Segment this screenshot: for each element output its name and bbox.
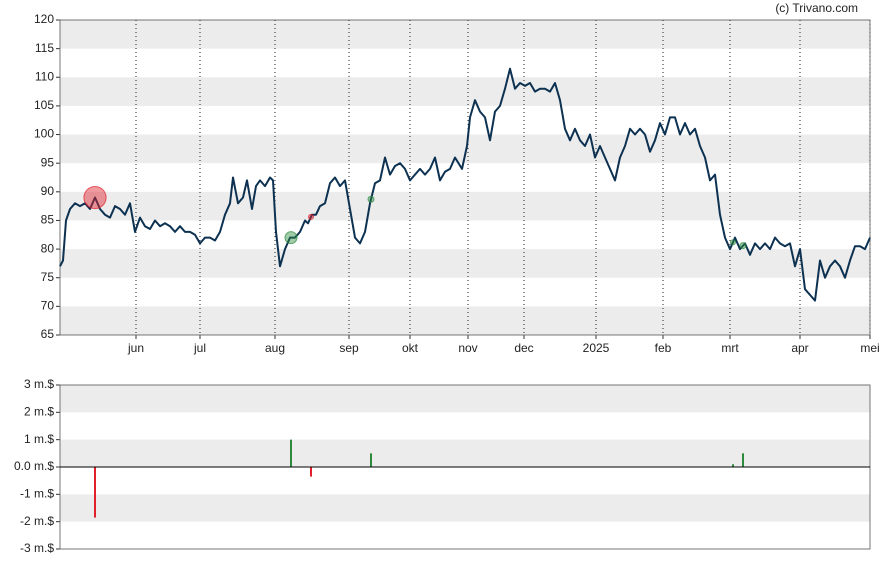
transaction-marker xyxy=(308,213,314,220)
grid-band xyxy=(60,249,870,278)
y-tick-label: 100 xyxy=(34,127,54,141)
plot-background xyxy=(60,20,870,335)
transaction-marker xyxy=(730,239,736,246)
x-tick-label: apr xyxy=(791,341,808,355)
y-tick-label: 3 m.$ xyxy=(24,377,54,391)
x-tick-label: okt xyxy=(402,341,419,355)
x-tick-label: feb xyxy=(655,341,672,355)
bar xyxy=(290,439,292,467)
y-tick-label: 85 xyxy=(41,213,55,227)
y-tick-label: 75 xyxy=(41,270,55,284)
y-tick-label: 120 xyxy=(34,12,54,26)
y-tick-label: 110 xyxy=(35,69,54,83)
grid-band xyxy=(60,306,870,335)
y-tick-label: 1 m.$ xyxy=(24,432,54,446)
y-tick-label: -1 m.$ xyxy=(20,487,54,501)
y-tick-label: 0.0 m.$ xyxy=(14,459,54,473)
source-credit: (c) Trivano.com xyxy=(775,1,858,15)
transaction-marker xyxy=(83,185,107,210)
y-tick-label: 70 xyxy=(41,299,55,313)
y-tick-label: 90 xyxy=(41,184,55,198)
x-tick-label: mei xyxy=(860,341,879,355)
bar xyxy=(370,453,372,467)
y-tick-label: 105 xyxy=(34,98,54,112)
y-tick-label: 80 xyxy=(41,241,55,255)
bar xyxy=(742,453,744,467)
x-tick-label: dec xyxy=(514,341,533,355)
y-tick-label: 2 m.$ xyxy=(24,405,54,419)
y-tick-label: -2 m.$ xyxy=(20,514,54,528)
x-tick-label: 2025 xyxy=(583,341,610,355)
plot-frame xyxy=(59,19,871,336)
x-tick-label: jun xyxy=(127,341,144,355)
grid-band xyxy=(60,439,870,467)
bar xyxy=(732,464,734,467)
y-tick-label: 65 xyxy=(41,327,55,341)
y-tick-label: 95 xyxy=(41,155,55,169)
x-tick-label: aug xyxy=(265,341,285,355)
grid-band xyxy=(60,20,870,49)
x-tick-label: sep xyxy=(339,341,359,355)
y-tick-label: -3 m.$ xyxy=(20,541,54,555)
price-line xyxy=(59,67,871,302)
grid-band xyxy=(60,191,870,221)
grid-band xyxy=(60,494,870,522)
transaction-marker xyxy=(367,195,375,203)
transaction-marker xyxy=(284,231,298,245)
x-tick-label: mrt xyxy=(721,341,739,355)
grid-band xyxy=(60,77,870,106)
bar xyxy=(94,467,96,518)
x-tick-label: jul xyxy=(193,341,206,355)
transaction-marker xyxy=(739,242,747,250)
y-tick-label: 115 xyxy=(35,41,54,55)
grid-band xyxy=(60,385,870,413)
x-tick-label: nov xyxy=(458,341,477,355)
bar xyxy=(310,467,312,477)
